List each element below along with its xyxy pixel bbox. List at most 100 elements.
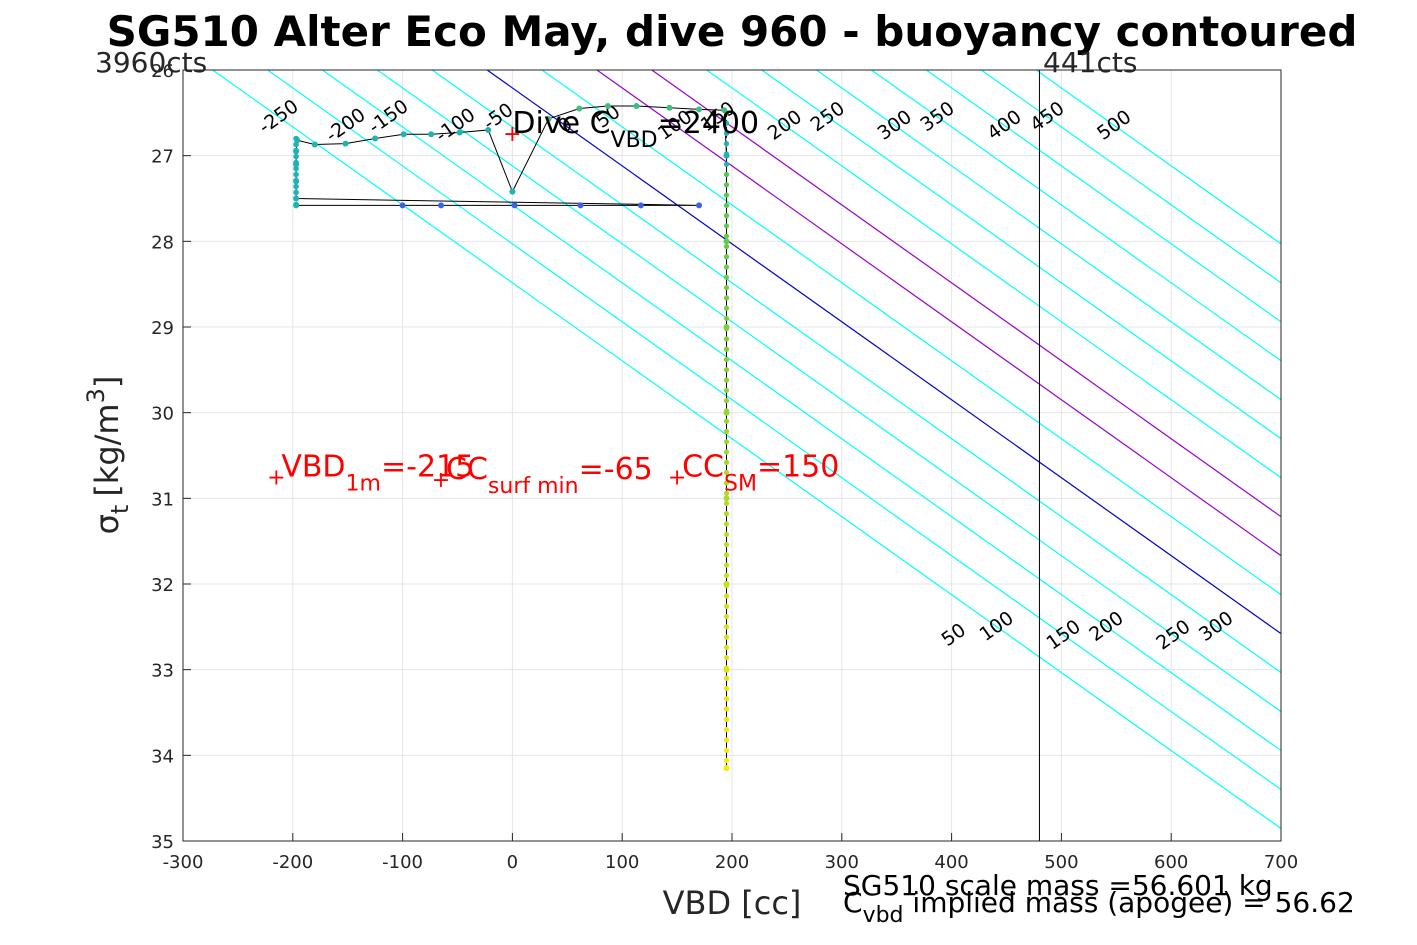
dive-point <box>293 135 299 142</box>
dive-point <box>723 706 730 712</box>
dive-point <box>723 398 730 404</box>
x-tick-label: 100 <box>605 852 639 873</box>
dive-point <box>723 336 730 342</box>
x-tick-label: 600 <box>1154 852 1188 873</box>
x-axis-label: VBD [cc] <box>663 884 802 922</box>
contour-line-250 <box>761 70 1281 440</box>
dive-point <box>293 201 299 208</box>
marker-sub: surf min <box>488 474 579 499</box>
dive-point <box>456 129 463 136</box>
dive-point <box>723 305 730 311</box>
x-tick-label: 500 <box>1044 852 1078 873</box>
dive-point <box>723 192 730 198</box>
dive-point <box>723 449 730 455</box>
dive-point <box>723 665 730 671</box>
marker-plus: + <box>267 466 285 491</box>
dive-point <box>511 202 518 209</box>
contour-line-150 <box>651 70 1281 518</box>
dive-point <box>723 459 730 465</box>
corner-label-left: 3960cts <box>95 46 207 79</box>
dive-point <box>723 644 730 650</box>
dive-point <box>723 120 730 126</box>
marker-plus: + <box>503 122 521 147</box>
dive-point <box>293 141 299 148</box>
dive-point <box>723 377 730 383</box>
dive-point <box>723 685 730 692</box>
y-tick-label: 28 <box>151 232 174 253</box>
dive-point <box>293 159 299 166</box>
contour-line--150 <box>322 70 1281 752</box>
contour-line-500 <box>1035 70 1281 245</box>
dive-point <box>723 110 730 116</box>
x-tick-label: -300 <box>163 852 204 873</box>
dive-point <box>723 634 730 640</box>
dive-point <box>399 202 406 209</box>
dive-point <box>723 757 730 764</box>
marker-name: Dive C <box>512 106 610 141</box>
dive-point <box>666 104 673 111</box>
contour-line-450 <box>980 70 1281 284</box>
dive-point <box>723 141 730 147</box>
dive-point <box>723 439 730 445</box>
dive-point <box>723 737 730 743</box>
marker-plus: + <box>668 466 686 491</box>
y-label-sup: 3 <box>82 388 110 403</box>
dive-point <box>723 500 730 507</box>
dive-point <box>723 624 730 630</box>
dive-point <box>311 141 318 148</box>
marker-value: =-65 <box>579 452 653 487</box>
y-axis-label: σt [kg/m3] <box>82 376 134 535</box>
y-label-symbol: σ <box>88 514 126 534</box>
dive-point <box>604 102 611 109</box>
dive-point <box>723 428 730 435</box>
contour-line-50 <box>541 70 1281 596</box>
y-label-sub: t <box>106 505 134 514</box>
contour-line-100 <box>596 70 1281 557</box>
dive-point <box>723 490 730 496</box>
y-tick-label: 33 <box>151 661 174 682</box>
dive-point <box>723 315 730 322</box>
marker-sub: VBD <box>611 128 658 153</box>
y-tick-label: 30 <box>151 404 174 425</box>
x-tick-label: 300 <box>825 852 859 873</box>
dive-point <box>696 202 703 209</box>
dive-point <box>723 202 730 208</box>
marker-label: VBD1m=-215 <box>281 450 474 497</box>
buoyancy-contours <box>212 70 1281 830</box>
dive-point <box>723 223 730 229</box>
dive-point <box>723 470 730 476</box>
contour-line-200 <box>706 70 1281 479</box>
dive-point <box>723 274 730 280</box>
dive-point <box>637 202 644 209</box>
dive-point <box>723 326 730 332</box>
y-label-units: [kg/m <box>88 403 126 496</box>
marker-label: CCsurf min=-65 <box>446 452 653 499</box>
marker-label: Dive CVBD=2400 <box>512 106 759 153</box>
dive-point <box>723 696 730 702</box>
dive-point <box>293 189 299 196</box>
dive-point <box>723 233 730 239</box>
dive-point <box>723 495 730 502</box>
marker-name: CC <box>446 452 488 487</box>
x-tick-label: 200 <box>715 852 749 873</box>
dive-point <box>293 177 299 184</box>
dive-point <box>723 254 730 260</box>
footer-scale-mass: SG510 scale mass =56.601 kg <box>843 869 1273 902</box>
dive-point <box>723 130 730 136</box>
marker-name: CC <box>682 450 724 485</box>
y-tick-label: 27 <box>151 147 174 168</box>
dive-point <box>723 521 730 527</box>
y-tick-label: 35 <box>151 832 174 853</box>
x-ticks: -300 -200 -100 0 100 200 300 400 500 600 700 <box>163 833 1298 873</box>
dive-point <box>293 171 299 178</box>
marker-plus: + <box>432 468 450 493</box>
marker-value: =-215 <box>381 450 474 485</box>
dive-point <box>696 106 703 113</box>
dive-point <box>723 171 730 178</box>
dive-point <box>293 153 299 160</box>
contour-line-300 <box>816 70 1281 401</box>
dive-point <box>293 183 299 190</box>
contour-line-0 <box>486 70 1281 635</box>
dive-point <box>723 151 730 157</box>
